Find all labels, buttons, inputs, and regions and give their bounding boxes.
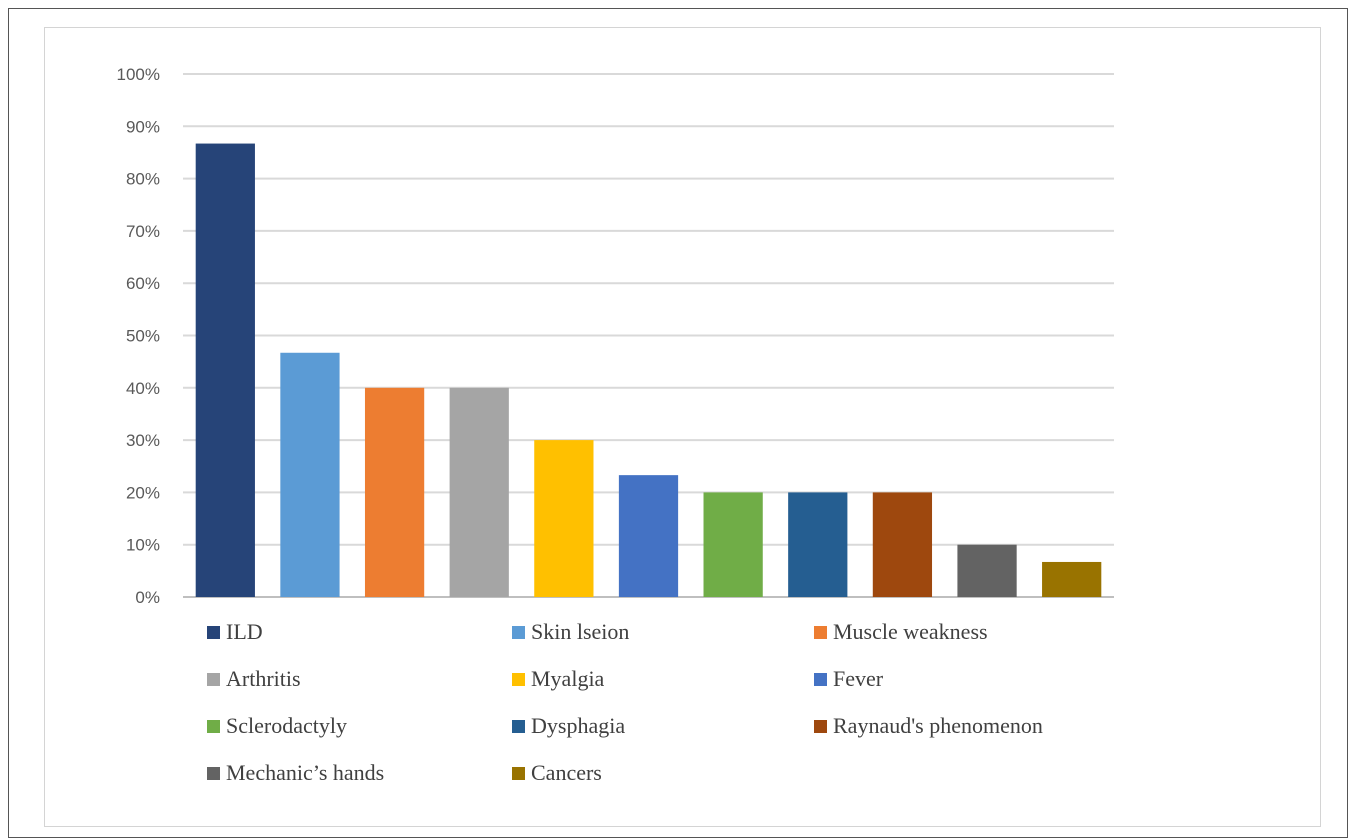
bar [534,440,594,597]
legend-swatch [207,626,220,639]
legend-entry-label: Muscle weakness [833,619,988,644]
y-tick-label: 10% [126,536,160,555]
bar [364,387,425,597]
legend-swatch [814,720,827,733]
chart-area [44,27,1321,827]
legend-swatch [512,720,525,733]
bars [195,143,1102,597]
legend: ILD Skin lseion Muscle weakness Arthritis My… [207,619,1043,785]
legend-entry-label: Skin lseion [531,619,629,644]
y-tick-label: 50% [126,327,160,346]
y-tick-label: 20% [126,483,160,502]
legend-entry-label: Raynaud's phenomenon [833,713,1043,738]
y-tick-label: 30% [126,431,160,450]
legend-entry-label: Mechanic’s hands [226,760,384,785]
legend-swatch [207,673,220,686]
bar [195,143,255,597]
bar [280,352,340,597]
y-tick-label: 90% [126,117,160,136]
bar [618,475,679,597]
y-tick-label: 80% [126,170,160,189]
legend-swatch [512,767,525,780]
bar [1042,561,1102,597]
legend-swatch [207,767,220,780]
legend-entry-label: Arthritis [226,666,301,691]
y-tick-label: 40% [126,379,160,398]
legend-swatch [814,673,827,686]
legend-entry-label: Myalgia [531,666,605,691]
legend-entry-label: Cancers [531,760,602,785]
legend-entry-label: Dysphagia [531,713,625,738]
bar [788,492,848,597]
legend-entry-label: Fever [833,666,884,691]
legend-swatch [512,673,525,686]
y-axis: 0% 10% 20% 30% 40% 50% 60% 70% 80% 90% 100% [117,65,160,607]
bar [872,492,933,597]
legend-swatch [814,626,827,639]
bar [703,492,763,597]
y-tick-label: 60% [126,274,160,293]
bar [449,387,509,597]
y-tick-label: 0% [135,588,160,607]
legend-swatch [512,626,525,639]
y-tick-label: 70% [126,222,160,241]
legend-entry-label: ILD [226,619,263,644]
legend-entry-label: Sclerodactyly [226,713,347,738]
y-tick-label: 100% [117,65,160,84]
bar-chart: 0% 10% 20% 30% 40% 50% 60% 70% 80% 90% 100% ILD Ski… [117,65,1114,785]
legend-swatch [207,720,220,733]
bar [957,544,1017,597]
